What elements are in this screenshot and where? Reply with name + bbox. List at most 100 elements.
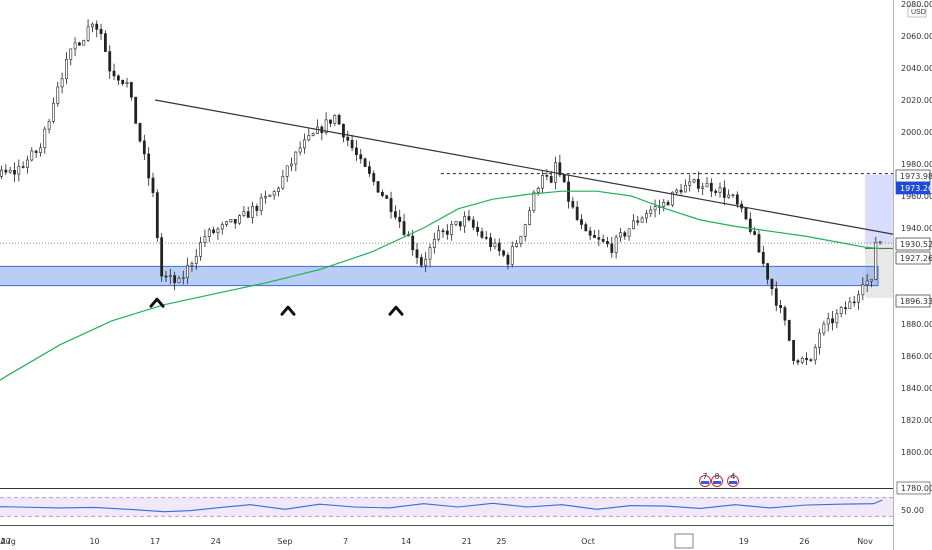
y-axis-badge-box — [896, 481, 931, 495]
candle-body — [307, 135, 311, 141]
price-badge-label: 1973.267 — [900, 184, 932, 193]
candle — [233, 218, 237, 229]
candle-body — [675, 189, 679, 193]
x-tick-label: Sep — [277, 537, 292, 546]
candle — [359, 149, 363, 164]
candle — [683, 179, 687, 193]
candle-body — [852, 301, 856, 304]
bounce-arrow-icon[interactable] — [280, 305, 296, 316]
candle — [402, 213, 406, 237]
candle — [606, 236, 609, 248]
candle-body — [30, 150, 34, 161]
candle — [108, 45, 112, 79]
candle — [432, 232, 436, 254]
candle-body — [575, 206, 579, 220]
candle-body — [688, 181, 692, 186]
candle-body — [601, 238, 605, 242]
price-badge-label: 1927.267 — [900, 254, 932, 263]
candle — [480, 227, 484, 240]
x-tick-label: 27 — [1, 537, 11, 546]
candle — [34, 149, 38, 158]
support-zone[interactable] — [0, 265, 879, 287]
candle-body — [692, 179, 696, 183]
candle-body — [268, 194, 272, 197]
candle-body — [103, 33, 107, 52]
candle-body — [805, 357, 808, 360]
candle — [142, 134, 146, 161]
bounce-arrow-icon[interactable] — [388, 305, 404, 316]
x-tick-label: 7 — [343, 537, 348, 546]
candle — [268, 194, 272, 197]
candle — [770, 278, 774, 296]
candle — [225, 220, 228, 227]
candle — [99, 23, 103, 40]
candle — [303, 133, 306, 154]
candle-body — [606, 241, 609, 245]
price-scale[interactable] — [893, 0, 932, 550]
candle — [831, 311, 834, 331]
candle-body — [281, 176, 285, 189]
candle — [688, 174, 692, 192]
candle-body — [194, 256, 198, 264]
candle-body — [376, 181, 380, 193]
candle — [17, 159, 21, 182]
candle-body — [766, 263, 770, 280]
candle-body — [748, 218, 752, 232]
candle — [614, 234, 618, 259]
candle-body — [389, 198, 393, 212]
candle — [805, 352, 808, 366]
candle-body — [558, 162, 562, 176]
candle-body — [216, 228, 220, 234]
moving-average-line[interactable] — [0, 190, 883, 497]
price-badge-box[interactable] — [895, 181, 931, 195]
candle — [281, 169, 285, 191]
candle-body — [800, 357, 804, 363]
bounce-arrow-icon[interactable] — [149, 297, 165, 308]
candle-body — [822, 323, 826, 334]
y-tick-label: 1880.000 — [901, 320, 932, 329]
candle-body — [424, 258, 428, 266]
candle — [393, 205, 397, 220]
candle-body — [47, 121, 51, 130]
candle — [692, 178, 696, 184]
candle-body — [489, 237, 493, 248]
candle-body — [506, 254, 510, 265]
candle-body — [770, 278, 774, 290]
candle — [515, 240, 518, 248]
candle — [307, 128, 311, 142]
candle-body — [705, 182, 709, 188]
price-badge-box[interactable] — [895, 294, 931, 308]
candle-body — [523, 224, 527, 237]
candle — [194, 249, 198, 270]
candle-body — [333, 115, 337, 124]
candle-body — [528, 210, 531, 225]
candle-body — [220, 224, 224, 230]
descending-trendline[interactable] — [155, 99, 932, 249]
candle-body — [541, 175, 544, 189]
candle — [4, 164, 8, 175]
rsi-value-label: 50.00 — [901, 506, 924, 515]
candle — [571, 196, 575, 210]
candle — [350, 134, 354, 151]
candle — [264, 190, 267, 204]
candle — [298, 141, 302, 156]
candle — [822, 320, 826, 336]
candle-body — [65, 59, 68, 80]
candle — [502, 249, 505, 257]
currency-label: USD — [911, 9, 926, 16]
candle-body — [43, 128, 47, 149]
price-badge-box[interactable] — [895, 237, 931, 251]
candle — [125, 77, 129, 88]
rsi-line[interactable] — [0, 499, 883, 513]
candle-body — [649, 209, 653, 214]
candle — [95, 20, 99, 38]
price-badge-box[interactable] — [895, 251, 931, 265]
candle-body — [593, 234, 596, 238]
candle — [285, 165, 289, 182]
candle — [649, 205, 653, 217]
candle — [60, 72, 64, 94]
candle — [346, 130, 350, 147]
candle-body — [428, 247, 432, 260]
candle-body — [679, 189, 683, 193]
